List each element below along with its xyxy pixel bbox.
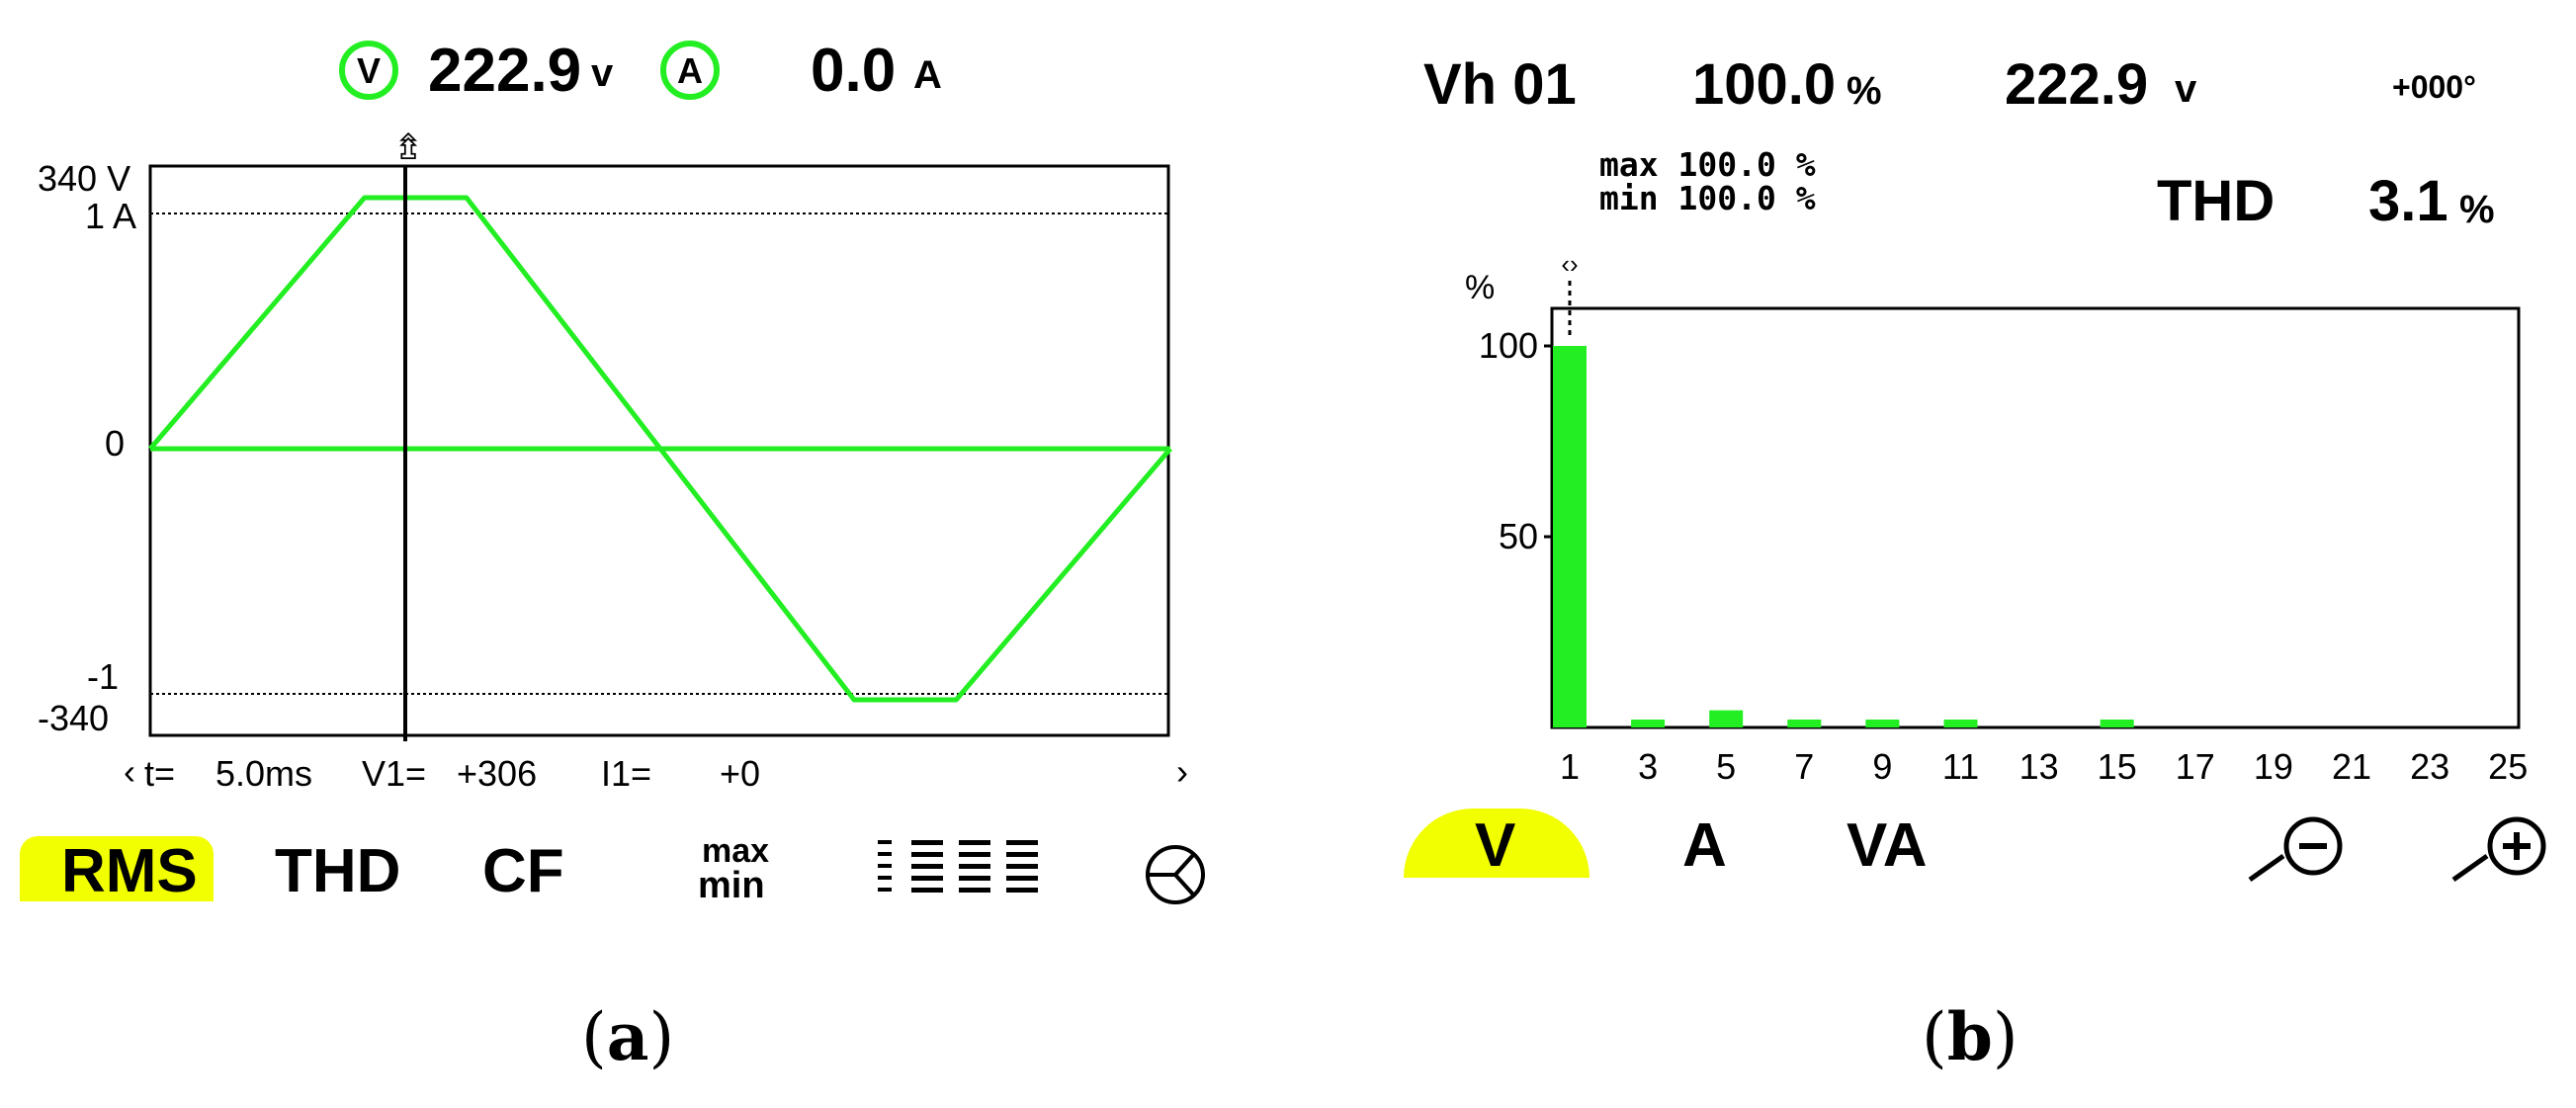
caption-a: (a)	[581, 998, 675, 1075]
harmonic-percent-unit: %	[1846, 69, 1882, 113]
x-tick-label: 3	[1638, 746, 1658, 787]
readout-i1-label: I1=	[601, 753, 652, 794]
thd-label: THD	[2157, 169, 2275, 233]
y-tick-label: 100	[1479, 325, 1538, 366]
caption-b: (b)	[1922, 998, 2018, 1075]
voltage-unit: v	[591, 51, 614, 95]
x-tick-label: 11	[1942, 746, 1979, 787]
max-label: max	[1599, 145, 1659, 184]
max-label: max	[702, 832, 770, 870]
current-value: 0.0	[811, 37, 897, 105]
current-channel-icon: A	[660, 41, 720, 100]
voltage-icon-label: V	[357, 50, 381, 91]
x-tick-label: 15	[2098, 746, 2137, 787]
min-label: min	[1599, 179, 1659, 217]
harmonic-phase: +000°	[2392, 69, 2476, 105]
min-row: min 100.0 %	[1599, 182, 1816, 215]
harmonic-percent-value: 100.0	[1692, 52, 1837, 117]
cf-softkey[interactable]: CF	[482, 837, 564, 905]
v-softkey[interactable]: V	[1475, 811, 1516, 880]
current-unit: A	[913, 53, 942, 97]
x-tick-label: 7	[1794, 746, 1814, 787]
y-label-zero: 0	[105, 423, 126, 464]
harmonic-bar-11	[1943, 720, 1978, 727]
max-min-softkey[interactable]: max min	[694, 832, 803, 906]
readout-v1-label: V1=	[362, 753, 427, 794]
x-tick-label: 5	[1716, 746, 1736, 787]
bar-plot-frame	[1550, 306, 2521, 729]
y-label-top-voltage: 340 V	[38, 158, 131, 199]
harmonic-bar-3	[1631, 720, 1666, 727]
voltage-channel-icon: V	[339, 41, 398, 100]
max-value: 100.0	[1677, 145, 1776, 184]
current-icon-label: A	[677, 50, 703, 91]
harmonic-label: Vh 01	[1423, 52, 1577, 117]
min-label: min	[698, 865, 765, 906]
waveform-plot[interactable]	[148, 164, 1172, 743]
cursor-right-arrow[interactable]: ›	[1176, 751, 1188, 792]
min-unit: %	[1795, 179, 1816, 217]
x-tick-label: 21	[2332, 746, 2371, 787]
phasor-diagram-icon[interactable]	[1143, 842, 1208, 907]
zoom-in-icon[interactable]	[2447, 810, 2558, 886]
readout-i1-value: +0	[720, 753, 761, 794]
harmonic-bar-9	[1865, 720, 1900, 727]
x-tick-label: 19	[2254, 746, 2293, 787]
cursor-left-arrow[interactable]: ‹	[124, 751, 135, 792]
rms-softkey[interactable]: RMS	[61, 837, 198, 905]
x-tick-label: 1	[1560, 746, 1580, 787]
va-softkey[interactable]: VA	[1846, 811, 1928, 880]
voltage-value: 222.9	[428, 37, 582, 105]
readout-t-value: 5.0ms	[215, 753, 313, 794]
x-tick-label: 13	[2019, 746, 2059, 787]
harmonic-cursor-icon[interactable]: ‹›	[1561, 253, 1578, 279]
a-softkey[interactable]: A	[1682, 811, 1727, 880]
display-mode-icon[interactable]	[878, 838, 1046, 899]
x-tick-label: 17	[2176, 746, 2215, 787]
x-tick-label: 23	[2410, 746, 2449, 787]
harmonic-bar-15	[2100, 720, 2134, 727]
harmonic-bar-1	[1553, 346, 1587, 727]
zoom-out-icon[interactable]	[2244, 810, 2355, 886]
thd-value: 3.1	[2368, 169, 2448, 233]
thd-unit: %	[2459, 188, 2495, 231]
rms-softkey-highlight	[20, 836, 214, 901]
cursor-marker-icon: ⇯	[393, 127, 424, 167]
y-label-bottom-voltage: -340	[38, 698, 110, 738]
x-tick-label: 25	[2488, 746, 2528, 787]
harmonic-voltage-unit: v	[2175, 67, 2197, 111]
y-label-bottom-current: -1	[87, 656, 120, 697]
y-axis-unit: %	[1465, 269, 1495, 306]
harmonic-bar-5	[1709, 710, 1744, 727]
v-softkey-highlight	[1404, 809, 1589, 878]
y-tick-label: 50	[1499, 516, 1538, 556]
readout-v1-value: +306	[457, 753, 538, 794]
thd-softkey[interactable]: THD	[275, 837, 401, 905]
x-tick-label: 9	[1872, 746, 1892, 787]
min-value: 100.0	[1677, 179, 1776, 217]
max-unit: %	[1795, 145, 1816, 184]
harmonic-bar-7	[1787, 720, 1822, 727]
y-label-top-current: 1 A	[85, 196, 137, 236]
max-row: max 100.0 %	[1599, 148, 1816, 182]
readout-t-label: t=	[144, 753, 176, 794]
harmonic-voltage-value: 222.9	[2005, 52, 2149, 117]
